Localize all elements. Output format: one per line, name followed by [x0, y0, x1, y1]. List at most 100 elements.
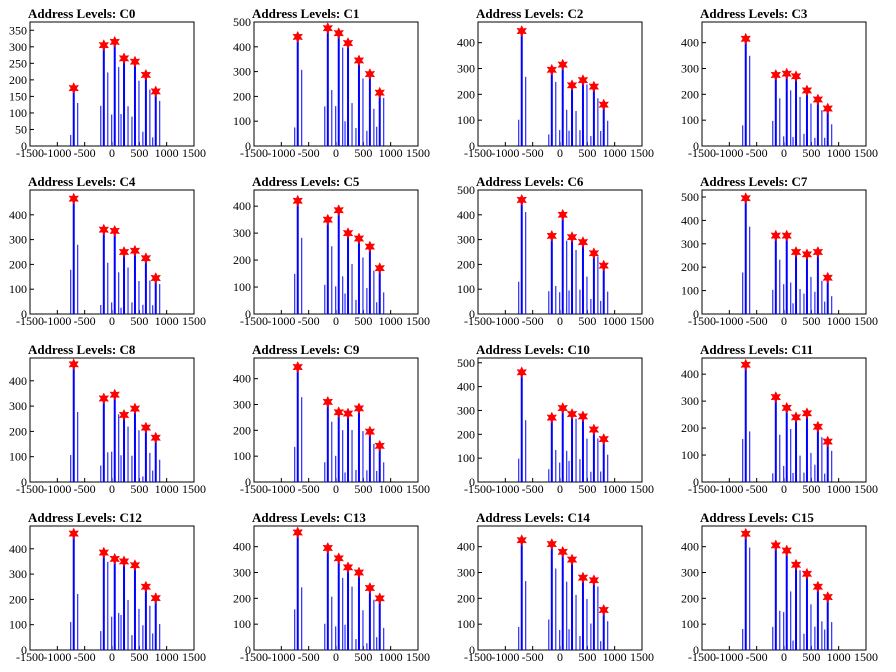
x-tick-label: -1000 — [491, 482, 519, 496]
x-tick-label: 1000 — [603, 482, 627, 496]
y-tick-label: 300 — [681, 237, 699, 251]
y-tick-label: 50 — [15, 122, 27, 136]
histogram-bar — [520, 540, 523, 650]
chart-title: Address Levels: C4 — [28, 174, 136, 189]
x-tick-label: 1000 — [603, 146, 627, 160]
y-tick-label: 200 — [457, 257, 475, 271]
x-tick-label: 1500 — [182, 650, 206, 664]
y-tick-label: 0 — [693, 307, 699, 321]
histogram-bar — [774, 74, 777, 146]
peak-marker — [546, 63, 558, 76]
histogram-bar — [133, 408, 136, 482]
x-tick-label: 1500 — [854, 314, 878, 328]
peak-marker — [150, 592, 162, 605]
y-tick-label: 300 — [457, 233, 475, 247]
peak-marker — [109, 552, 121, 566]
histogram-bar — [154, 278, 157, 314]
x-tick-label: -500 — [74, 146, 96, 160]
chart-panel: Address Levels: C70100200300400500-1500-… — [681, 174, 878, 328]
histogram-bar — [592, 580, 595, 650]
histogram-bar — [154, 91, 157, 146]
peak-marker — [118, 52, 130, 65]
peak-marker — [790, 245, 802, 259]
y-tick-label: 400 — [681, 36, 699, 50]
x-tick-label: -1000 — [43, 650, 71, 664]
x-tick-label: 0 — [109, 482, 115, 496]
y-tick-label: 100 — [681, 113, 699, 127]
x-tick-label: 1500 — [182, 146, 206, 160]
x-tick-label: 500 — [130, 482, 148, 496]
y-tick-label: 200 — [9, 257, 27, 271]
histogram-bar — [378, 598, 381, 650]
histogram-bar — [550, 417, 553, 482]
peak-marker — [740, 358, 752, 371]
peak-marker — [577, 410, 589, 423]
y-tick-label: 300 — [681, 62, 699, 76]
x-tick-label: 1000 — [379, 650, 403, 664]
y-tick-label: 300 — [681, 394, 699, 408]
histogram-bar — [744, 38, 747, 146]
y-tick-label: 0 — [245, 475, 251, 489]
y-tick-label: 300 — [233, 226, 251, 240]
histogram-bar — [326, 401, 329, 482]
y-tick-label: 300 — [9, 399, 27, 413]
x-tick-label: -1500 — [240, 482, 268, 496]
x-tick-label: 500 — [130, 146, 148, 160]
chart-title: Address Levels: C3 — [700, 6, 808, 21]
histogram-bar — [795, 252, 798, 314]
histogram-bar — [826, 597, 829, 650]
chart-panel: Address Levels: C60100200300400500-1500-… — [457, 174, 654, 328]
histogram-bar — [744, 198, 747, 314]
peak-marker — [516, 366, 528, 379]
x-tick-label: 0 — [333, 314, 339, 328]
histogram-bar — [774, 397, 777, 482]
x-tick-label: 1000 — [379, 146, 403, 160]
histogram-bar — [550, 235, 553, 314]
peak-marker — [770, 539, 782, 552]
x-tick-label: -1500 — [464, 314, 492, 328]
peak-marker — [140, 421, 152, 434]
y-tick-label: 400 — [233, 199, 251, 213]
y-tick-label: 100 — [9, 618, 27, 632]
x-tick-label: 500 — [802, 146, 820, 160]
x-tick-label: 1500 — [406, 482, 430, 496]
histogram-bar — [550, 544, 553, 650]
peak-marker — [588, 247, 600, 260]
peak-marker — [516, 534, 528, 547]
y-tick-label: 500 — [233, 15, 251, 29]
histogram-bar — [357, 60, 360, 146]
x-tick-label: 1500 — [630, 650, 654, 664]
y-tick-label: 500 — [457, 183, 475, 197]
y-tick-label: 0 — [469, 475, 475, 489]
histogram-bar — [123, 414, 126, 482]
histogram-bar — [785, 407, 788, 482]
chart-panel: Address Levels: C2 0 100 200 300 400 -1500 -100… — [457, 6, 654, 160]
x-tick-label: 0 — [333, 650, 339, 664]
histogram-bar — [144, 427, 147, 482]
x-tick-label: 0 — [109, 314, 115, 328]
histogram-bar — [744, 533, 747, 650]
x-tick-label: -1000 — [715, 650, 743, 664]
y-tick-label: 300 — [457, 566, 475, 580]
histogram-bar — [72, 198, 75, 314]
chart-panel: Address Levels: C3 0 100 200 300 400 -1500 -100… — [681, 6, 878, 160]
peak-marker — [342, 36, 354, 50]
histogram-bar — [326, 219, 329, 314]
y-tick-label: 0 — [693, 475, 699, 489]
x-tick-label: 500 — [578, 146, 596, 160]
x-tick-label: -1000 — [491, 650, 519, 664]
x-tick-label: -500 — [522, 650, 544, 664]
histogram-bar — [368, 431, 371, 482]
x-tick-label: -500 — [746, 650, 768, 664]
x-tick-label: -1000 — [267, 650, 295, 664]
peak-marker — [364, 67, 376, 81]
histogram-bar — [785, 235, 788, 314]
peak-marker — [68, 527, 80, 540]
y-tick-label: 200 — [457, 87, 475, 101]
y-tick-label: 500 — [457, 356, 475, 370]
x-tick-label: 1500 — [182, 482, 206, 496]
peak-marker — [98, 223, 110, 236]
peak-marker — [790, 558, 802, 571]
x-tick-label: -1500 — [240, 650, 268, 664]
chart-title: Address Levels: C11 — [700, 342, 813, 357]
